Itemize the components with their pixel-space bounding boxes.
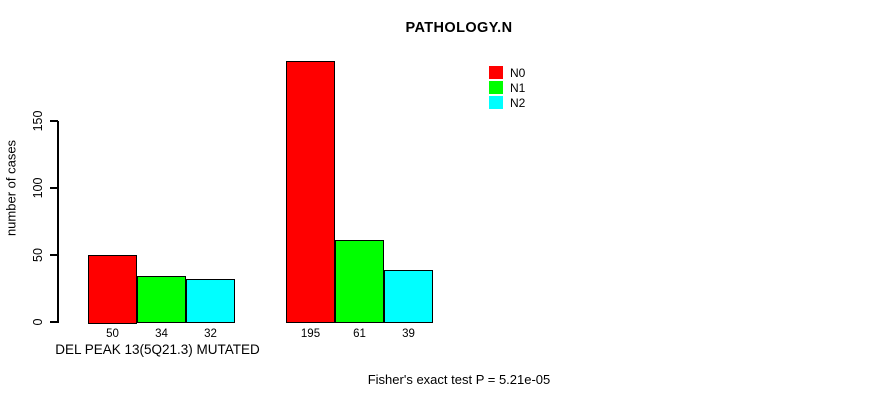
y-tick-label: 100 [31,177,45,199]
legend-swatch-icon [489,66,503,79]
y-tick-label: 0 [31,318,45,326]
bar-N0-group1 [88,255,137,324]
chart-title: PATHOLOGY.N [405,20,513,36]
bar-N1-group2 [335,240,384,324]
legend-row-N2: N2 [489,95,525,110]
bar-value-label: 61 [353,328,366,340]
legend-label: N1 [510,80,526,95]
bar-value-label: 195 [300,328,321,340]
y-axis-line [57,121,59,323]
bar-N2-group1 [186,279,235,324]
annotation-text: Fisher's exact test P = 5.21e-05 [367,372,551,387]
bar-value-label: 32 [204,328,217,340]
y-tick-label: 150 [31,110,45,132]
legend-row-N0: N0 [489,65,525,80]
legend-label: N2 [510,95,526,110]
bar-value-label: 50 [106,328,119,340]
bar-value-label: 39 [402,328,415,340]
bar-N2-group2 [384,269,433,324]
x-group-label: DEL PEAK 13(5Q21.3) MUTATED [55,342,260,357]
legend-label: N0 [510,65,526,80]
bar-value-label: 34 [155,328,168,340]
legend-swatch-icon [489,96,503,109]
y-tick-mark [50,254,58,256]
bar-N1-group1 [137,276,186,324]
y-tick-mark [50,321,58,323]
legend: N0 N1 N2 [489,65,525,110]
y-tick-label: 50 [31,248,45,262]
y-axis-label: number of cases [3,139,19,237]
bar-N0-group2 [286,60,335,324]
legend-swatch-icon [489,81,503,94]
y-tick-mark [50,120,58,122]
legend-row-N1: N1 [489,80,525,95]
y-tick-mark [50,187,58,189]
